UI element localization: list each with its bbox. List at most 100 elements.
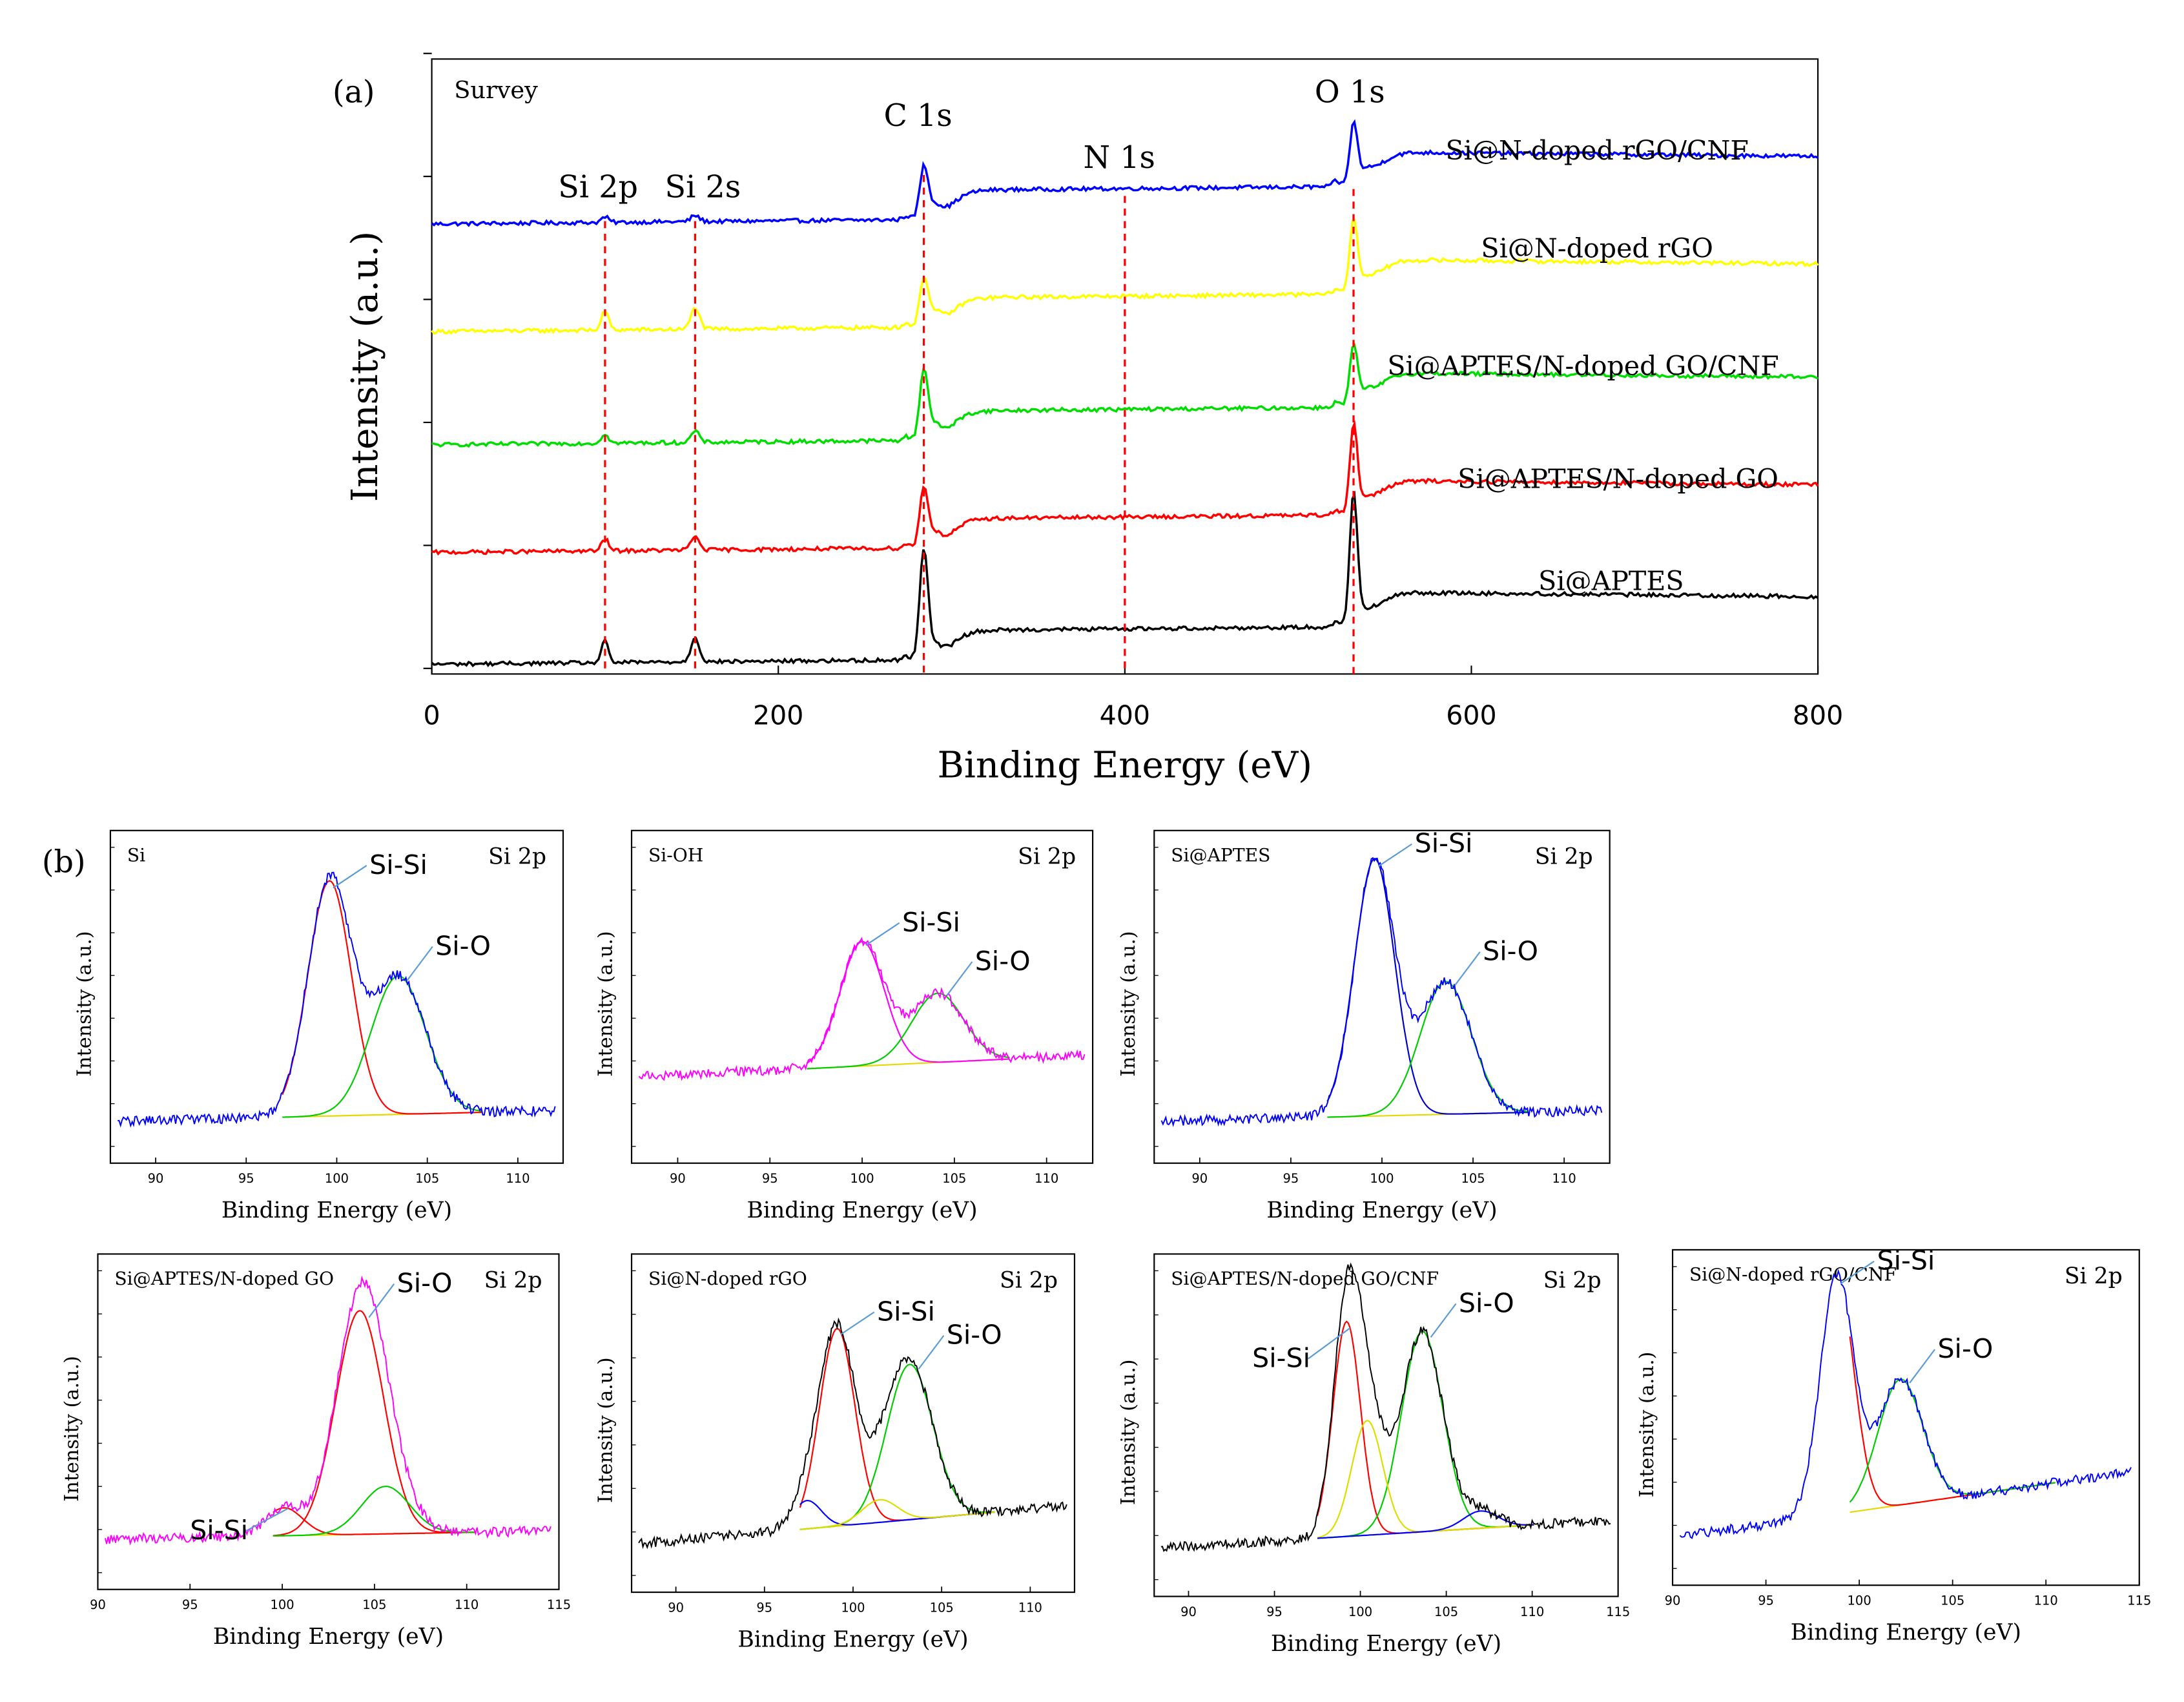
si2p-annotation-leader [368,1283,395,1318]
si2p-annotation-leader [333,865,367,889]
si2p-raw-spectrum [1679,1269,2132,1539]
survey-panel: (a) Survey Intensity (a.u.) Binding Ener… [333,52,1843,787]
si2p-x-tick-label: 105 [1461,1171,1485,1186]
si2p-x-tick-label: 90 [668,1600,684,1615]
si2p-raw-spectrum [638,1317,1067,1550]
survey-corner-label: Survey [454,76,538,104]
si2p-annotation: Si-O [435,930,491,961]
si2p-panel-5: 90 95 100 105 110 115 Binding Energy (eV) Inten… [1117,1253,1630,1657]
survey-peak-label: Si 2p [558,170,638,205]
si2p-raw-spectrum [104,1275,551,1546]
si2p-annotation-leader [245,1508,289,1532]
si2p-x-tick-label: 100 [1370,1171,1394,1186]
si2p-component-2 [273,1486,476,1537]
si2p-annotation: Si-Si [1252,1343,1310,1374]
si2p-region-label: Si 2p [1018,844,1076,870]
si2p-x-tick-label: 100 [850,1171,874,1186]
survey-x-tick-label: 0 [424,700,440,731]
si2p-x-tick-label: 110 [1520,1604,1544,1619]
si2p-annotation: Si-O [1937,1333,1993,1364]
si2p-x-label: Binding Energy (eV) [213,1624,444,1650]
si2p-y-label: Intensity (a.u.) [595,1357,617,1503]
si2p-x-tick-label: 90 [670,1171,686,1186]
si2p-x-label: Binding Energy (eV) [737,1626,968,1652]
si2p-annotation-leader [840,1311,875,1335]
si2p-x-tick-label: 105 [1434,1604,1458,1619]
survey-series-label: Si@APTES/N-doped GO [1458,464,1778,495]
si2p-x-tick-label: 110 [1035,1171,1058,1186]
si2p-y-label: Intensity (a.u.) [1117,931,1140,1077]
si2p-x-tick-label: 100 [841,1600,865,1615]
si2p-annotation: Si-Si [902,907,960,938]
si2p-sample-label: Si@N-doped rGO/CNF [1689,1264,1897,1285]
survey-series-label: Si@APTES [1538,566,1684,597]
si2p-annotation: Si-O [947,1320,1002,1351]
si2p-annotation: Si-Si [190,1515,248,1546]
survey-series-label: Si@N-doped rGO [1481,233,1713,264]
si2p-region-label: Si 2p [488,844,546,870]
survey-peak-label: N 1s [1083,140,1155,176]
si2p-component-1 [273,1310,476,1537]
si2p-x-tick-label: 105 [362,1597,386,1612]
si2p-x-tick-label: 90 [148,1171,164,1186]
si2p-x-tick-label: 95 [182,1597,198,1612]
si2p-sample-label: Si [127,844,145,866]
si2p-sample-label: Si@N-doped rGO [648,1268,807,1289]
si2p-annotation: Si-Si [1415,828,1473,859]
si2p-x-tick-label: 110 [1018,1600,1042,1615]
si2p-annotation-leader [865,922,900,946]
si2p-panel-2: 90 95 100 105 110 Binding Energy (eV) Intensit… [1117,828,1611,1223]
survey-peak-label: C 1s [883,98,952,134]
si2p-raw-spectrum [117,871,556,1128]
si2p-y-label: Intensity (a.u.) [1636,1352,1658,1498]
si2p-x-tick-label: 95 [1758,1593,1774,1608]
survey-series-0 [431,119,1818,227]
si2p-annotation: Si-O [397,1268,453,1299]
si2p-x-tick-label: 115 [2127,1593,2151,1608]
si2p-annotation: Si-Si [369,849,428,880]
survey-y-label: Intensity (a.u.) [344,231,386,502]
si2p-annotation: Si-O [975,946,1031,977]
si2p-x-tick-label: 100 [325,1171,349,1186]
si2p-x-tick-label: 100 [1848,1593,1871,1608]
si2p-x-tick-label: 100 [270,1597,294,1612]
si2p-sample-label: Si@APTES/N-doped GO [114,1268,334,1289]
si2p-x-label: Binding Energy (eV) [747,1198,977,1223]
si2p-x-tick-label: 105 [942,1171,966,1186]
si2p-y-label: Intensity (a.u.) [74,931,96,1077]
si2p-panel-1: 90 95 100 105 110 Binding Energy (eV) Intensit… [595,829,1094,1223]
si2p-panel-6: 90 95 100 105 110 115 Binding Energy (eV) Inten… [1636,1245,2152,1646]
si2p-x-tick-label: 110 [1552,1171,1576,1186]
si2p-panel-4: 90 95 100 105 110 Binding Energy (eV) Intensit… [595,1253,1076,1652]
si2p-plot-frame [1153,1253,1619,1597]
panel-label-a: (a) [333,74,375,110]
si2p-y-label: Intensity (a.u.) [61,1356,83,1502]
survey-series-label: Si@N-doped rGO/CNF [1446,135,1749,166]
si2p-region-label: Si 2p [484,1267,542,1293]
si2p-x-tick-label: 95 [1266,1604,1283,1619]
si2p-annotation-leader [1454,951,1481,986]
si2p-annotation-leader [1430,1303,1457,1338]
si2p-annotation-leader [1308,1327,1351,1360]
survey-peak-label: Si 2s [665,170,741,205]
si2p-x-tick-label: 95 [762,1171,778,1186]
si2p-annotation-leader [946,961,973,996]
si2p-x-tick-label: 115 [1606,1604,1630,1619]
si2p-component-1 [807,992,1010,1070]
si2p-raw-spectrum [1160,1262,1611,1552]
si2p-y-label: Intensity (a.u.) [1117,1359,1140,1505]
si2p-annotation-leader [1840,1260,1875,1285]
si2p-x-tick-label: 90 [1665,1593,1681,1608]
si2p-annotation-leader [406,946,433,981]
si2p-plot-frame [97,1253,560,1590]
si2p-annotation-leader [1377,843,1412,867]
si2p-x-tick-label: 105 [415,1171,439,1186]
si2p-x-tick-label: 110 [455,1597,479,1612]
si2p-x-tick-label: 95 [238,1171,254,1186]
si2p-x-tick-label: 115 [547,1597,571,1612]
si2p-plot-frame [1671,1249,2140,1586]
si2p-sample-label: Si-OH [648,844,703,866]
si2p-panel-3: 90 95 100 105 110 115 Binding Energy (eV) Inten… [61,1253,571,1650]
si2p-y-label: Intensity (a.u.) [595,931,617,1077]
si2p-x-label: Binding Energy (eV) [221,1198,452,1223]
